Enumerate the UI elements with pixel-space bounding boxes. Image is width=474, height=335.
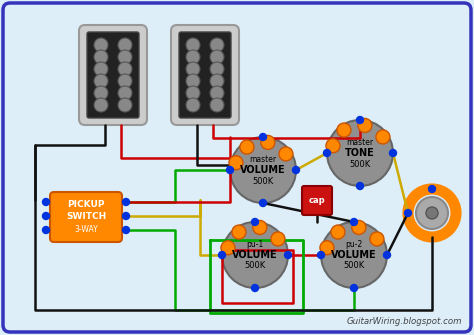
- Text: SWITCH: SWITCH: [66, 211, 106, 220]
- Circle shape: [186, 50, 200, 64]
- Circle shape: [94, 62, 108, 76]
- FancyBboxPatch shape: [179, 32, 231, 118]
- Text: 500K: 500K: [343, 262, 365, 270]
- FancyBboxPatch shape: [87, 32, 139, 118]
- Circle shape: [186, 62, 200, 76]
- FancyBboxPatch shape: [50, 192, 122, 242]
- Circle shape: [390, 149, 396, 156]
- FancyBboxPatch shape: [79, 25, 147, 125]
- Circle shape: [356, 183, 364, 190]
- Circle shape: [186, 38, 200, 52]
- Circle shape: [210, 62, 224, 76]
- Circle shape: [229, 156, 243, 170]
- Circle shape: [118, 50, 132, 64]
- Text: pu-2: pu-2: [346, 240, 363, 249]
- Circle shape: [122, 226, 129, 233]
- Circle shape: [210, 86, 224, 100]
- Circle shape: [43, 212, 49, 219]
- Circle shape: [292, 166, 300, 174]
- Text: VOLUME: VOLUME: [331, 250, 377, 260]
- Text: PICKUP: PICKUP: [67, 200, 105, 208]
- Circle shape: [240, 140, 254, 154]
- Circle shape: [43, 226, 49, 233]
- Circle shape: [376, 130, 390, 144]
- Circle shape: [284, 252, 292, 259]
- Circle shape: [356, 117, 364, 124]
- Circle shape: [383, 252, 391, 259]
- Circle shape: [118, 62, 132, 76]
- Text: cap: cap: [309, 196, 325, 204]
- Text: 3-WAY: 3-WAY: [74, 224, 98, 233]
- Circle shape: [186, 74, 200, 88]
- Circle shape: [320, 241, 334, 255]
- FancyBboxPatch shape: [302, 186, 332, 215]
- Text: 500K: 500K: [245, 262, 265, 270]
- Text: master: master: [249, 154, 276, 163]
- Circle shape: [358, 119, 372, 132]
- Circle shape: [416, 197, 448, 229]
- Circle shape: [210, 98, 224, 112]
- Text: GuitarWiring.blogspot.com: GuitarWiring.blogspot.com: [346, 317, 462, 326]
- Circle shape: [94, 38, 108, 52]
- Circle shape: [252, 218, 258, 225]
- Circle shape: [122, 199, 129, 205]
- Text: master: master: [346, 137, 374, 146]
- Circle shape: [186, 86, 200, 100]
- Circle shape: [331, 225, 345, 239]
- Text: VOLUME: VOLUME: [232, 250, 278, 260]
- Text: VOLUME: VOLUME: [240, 165, 286, 175]
- Circle shape: [350, 218, 357, 225]
- Circle shape: [252, 284, 258, 291]
- Circle shape: [370, 232, 384, 246]
- Circle shape: [94, 74, 108, 88]
- Circle shape: [94, 50, 108, 64]
- FancyBboxPatch shape: [3, 3, 471, 332]
- Circle shape: [122, 212, 129, 219]
- Circle shape: [261, 135, 275, 149]
- Circle shape: [186, 98, 200, 112]
- Text: TONE: TONE: [345, 148, 375, 158]
- Circle shape: [222, 222, 288, 288]
- Circle shape: [428, 186, 436, 193]
- Circle shape: [279, 147, 293, 161]
- Circle shape: [219, 252, 226, 259]
- Circle shape: [94, 98, 108, 112]
- Circle shape: [352, 220, 366, 234]
- Circle shape: [118, 86, 132, 100]
- Circle shape: [321, 222, 387, 288]
- Circle shape: [318, 252, 325, 259]
- Circle shape: [232, 225, 246, 239]
- Text: pu-1: pu-1: [246, 240, 264, 249]
- Circle shape: [210, 38, 224, 52]
- Circle shape: [404, 209, 411, 216]
- Circle shape: [210, 50, 224, 64]
- Circle shape: [271, 232, 285, 246]
- Circle shape: [221, 241, 235, 255]
- Circle shape: [337, 123, 351, 137]
- Circle shape: [210, 74, 224, 88]
- Circle shape: [118, 38, 132, 52]
- Circle shape: [94, 86, 108, 100]
- Circle shape: [350, 284, 357, 291]
- Circle shape: [253, 220, 267, 234]
- Circle shape: [327, 120, 393, 186]
- FancyBboxPatch shape: [171, 25, 239, 125]
- Circle shape: [326, 139, 340, 153]
- Circle shape: [259, 134, 266, 140]
- Circle shape: [118, 74, 132, 88]
- Text: 500K: 500K: [349, 159, 371, 169]
- Circle shape: [426, 207, 438, 219]
- Text: 500K: 500K: [252, 177, 273, 186]
- Circle shape: [118, 98, 132, 112]
- Circle shape: [259, 200, 266, 206]
- Circle shape: [323, 149, 330, 156]
- Circle shape: [227, 166, 234, 174]
- Circle shape: [43, 199, 49, 205]
- Circle shape: [230, 137, 296, 203]
